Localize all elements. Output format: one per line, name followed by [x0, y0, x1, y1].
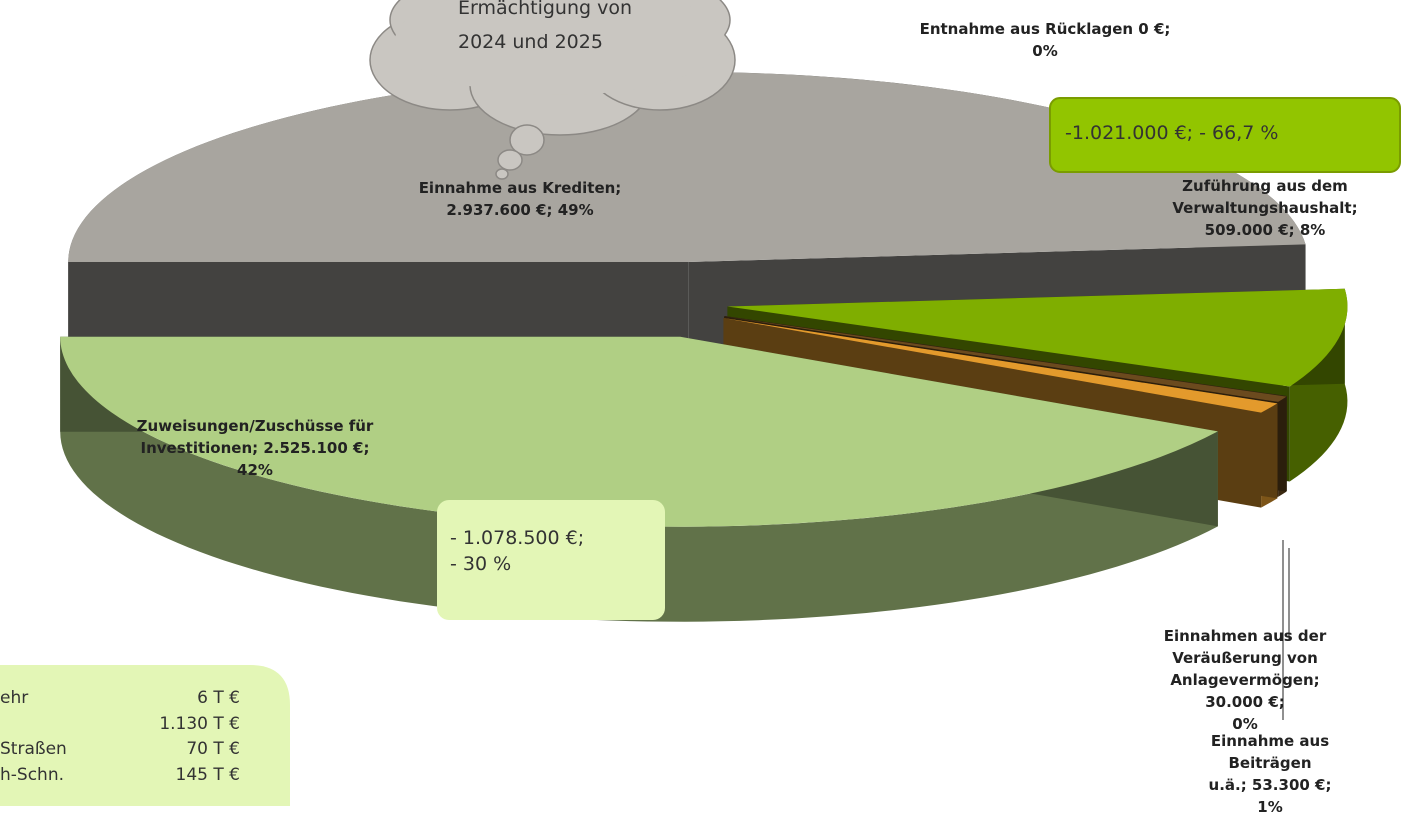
- data-label: Einnahmen aus der Veräußerung von Anlage…: [1163, 627, 1327, 733]
- data-label: Zuweisungen/Zuschüsse für Investitionen;…: [136, 417, 374, 479]
- data-label: Einnahme aus Beiträgen u.ä.; 53.300 €; 1…: [1208, 732, 1332, 816]
- slice: [723, 318, 1278, 413]
- callout-text: -1.021.000 €; - 66,7 %: [1065, 122, 1279, 144]
- breakdown-name: Straßen: [0, 739, 67, 759]
- data-label: Zuführung aus dem Verwaltungshaushalt; 5…: [1172, 177, 1358, 239]
- slice-face: [68, 262, 689, 358]
- slice-side: [60, 336, 1218, 622]
- slice: [727, 288, 1348, 387]
- slice: [60, 336, 1218, 527]
- callout-box: [437, 500, 665, 620]
- breakdown-amount: 145 T €: [175, 764, 240, 785]
- breakdown-name: ehr: [0, 688, 29, 708]
- callout-box: [1049, 97, 1401, 173]
- breakdown-box: [0, 665, 290, 806]
- cloud-text: Ermächtigung von: [458, 0, 632, 19]
- cloud-text: 2024 und 2025: [458, 31, 603, 53]
- breakdown-amount: 70 T €: [186, 739, 240, 759]
- breakdown-amount: 1.130 T €: [159, 713, 240, 734]
- breakdown-name: h-Schn.: [0, 764, 64, 785]
- slice-side: [1289, 288, 1348, 482]
- data-label: Einnahme aus Krediten; 2.937.600 €; 49%: [418, 179, 622, 219]
- slice: [68, 72, 1306, 263]
- breakdown-amount: 6 T €: [197, 688, 240, 708]
- slice: [724, 316, 1287, 402]
- data-label: Entnahme aus Rücklagen 0 €; 0%: [919, 20, 1171, 60]
- cloud-fill: [395, 0, 725, 95]
- callout-text: - 1.078.500 €; - 30 %: [450, 527, 585, 575]
